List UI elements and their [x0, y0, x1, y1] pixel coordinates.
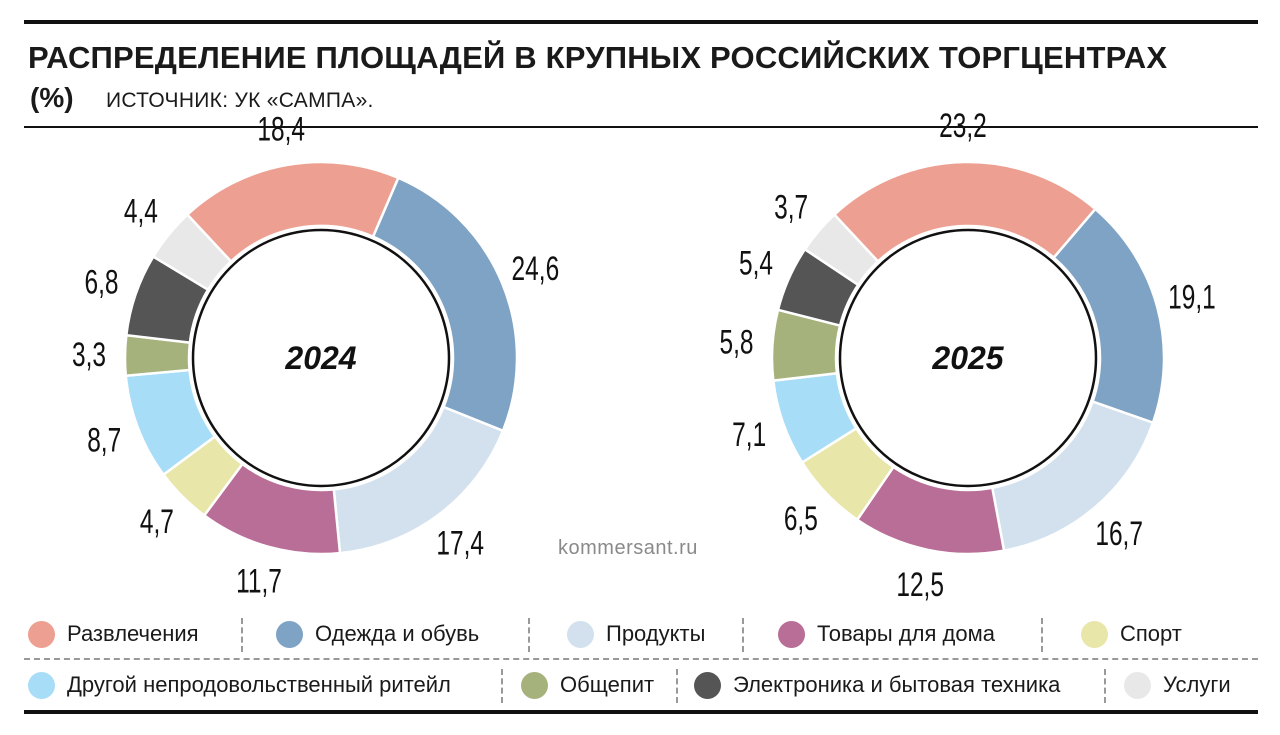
legend-item-home-goods: Товары для дома	[778, 614, 995, 654]
legend-swatch	[1081, 620, 1108, 648]
legend-swatch	[28, 671, 55, 699]
legend-row-2: Другой непродовольственный ритейл Общепи…	[24, 665, 1258, 705]
legend-label: Продукты	[606, 621, 706, 646]
slice-value-label: 7,1	[732, 416, 766, 454]
legend-item-entertainment: Развлечения	[28, 614, 199, 654]
slice-value-label: 18,4	[257, 111, 305, 149]
legend-label: Услуги	[1163, 672, 1231, 697]
inner-ring	[191, 228, 451, 488]
legend-swatch	[276, 620, 303, 648]
donut-charts: 18,4 24,6 17,4 11,7 4,7 8,7 3,3 6,84,4 2024 23,2 1…	[72, 107, 1216, 604]
slice-value-label: 6,8	[85, 264, 119, 302]
legend-label: Спорт	[1120, 621, 1182, 646]
slice-value-label: 19,1	[1168, 279, 1216, 317]
legend-swatch	[28, 620, 55, 648]
legend-item-groceries: Продукты	[567, 614, 705, 654]
legend-swatch	[567, 620, 594, 648]
source-note: ИСТОЧНИК: УК «САМПА».	[106, 89, 374, 112]
chart-title: РАСПРЕДЕЛЕНИЕ ПЛОЩАДЕЙ В КРУПНЫХ РОССИЙС…	[28, 40, 1168, 75]
top-rule	[24, 20, 1258, 24]
slice-value-label: 8,7	[87, 422, 121, 460]
slice-value-label: 4,7	[140, 503, 174, 541]
slice-value-label: 12,5	[896, 566, 944, 604]
bottom-rule	[24, 710, 1258, 714]
legend-divider	[1104, 669, 1106, 703]
slice-value-label: 3,3	[72, 336, 106, 374]
legend-item-electronics: Электроника и бытовая техника	[694, 665, 1060, 705]
header-rule	[24, 126, 1258, 128]
legend-item-other-retail: Другой непродовольственный ритейл	[28, 665, 451, 705]
legend-swatch	[694, 671, 721, 699]
legend-divider	[676, 669, 678, 703]
year-label: 2025	[931, 340, 1004, 376]
year-label: 2024	[284, 340, 356, 376]
donut-slice	[803, 212, 880, 287]
slice-value-label: 5,8	[719, 324, 753, 362]
legend-swatch	[1124, 671, 1151, 699]
legend-divider	[241, 618, 243, 652]
slice-value-label: 24,6	[512, 250, 560, 288]
slice-value-label: 4,4	[124, 193, 158, 231]
donut-slice	[832, 160, 1098, 264]
legend-label: Развлечения	[67, 621, 199, 646]
legend-divider	[1041, 618, 1043, 652]
slice-value-label: 6,5	[784, 500, 818, 538]
legend-label: Общепит	[560, 672, 655, 697]
legend-label: Товары для дома	[817, 621, 995, 646]
legend-item-sport: Спорт	[1081, 614, 1182, 654]
legend-label: Другой непродовольственный ритейл	[67, 672, 451, 697]
legend-divider	[742, 618, 744, 652]
watermark: kommersant.ru	[558, 537, 698, 559]
slice-value-label: 16,7	[1095, 515, 1143, 553]
donut-slice	[1051, 207, 1166, 425]
legend-row-1: Развлечения Одежда и обувь Продукты Това…	[24, 614, 1258, 654]
legend-swatch	[778, 620, 805, 648]
slice-value-label: 3,7	[774, 189, 808, 227]
donut-slice	[151, 212, 233, 292]
donut-slice	[185, 160, 400, 264]
legend-swatch	[521, 671, 548, 699]
legend-item-services: Услуги	[1124, 665, 1231, 705]
legend-divider	[528, 618, 530, 652]
unit-label: (%)	[30, 82, 74, 113]
legend-divider	[501, 669, 503, 703]
legend-label: Электроника и бытовая техника	[733, 672, 1061, 697]
inner-ring	[838, 228, 1098, 488]
slice-value-label: 17,4	[436, 525, 484, 563]
legend-item-clothing: Одежда и обувь	[276, 614, 479, 654]
slice-value-label: 23,2	[939, 107, 987, 145]
legend-item-food-service: Общепит	[521, 665, 654, 705]
slice-value-label: 11,7	[236, 563, 282, 601]
legend-separator	[24, 658, 1258, 660]
legend-label: Одежда и обувь	[315, 621, 480, 646]
slice-value-label: 5,4	[739, 245, 773, 283]
